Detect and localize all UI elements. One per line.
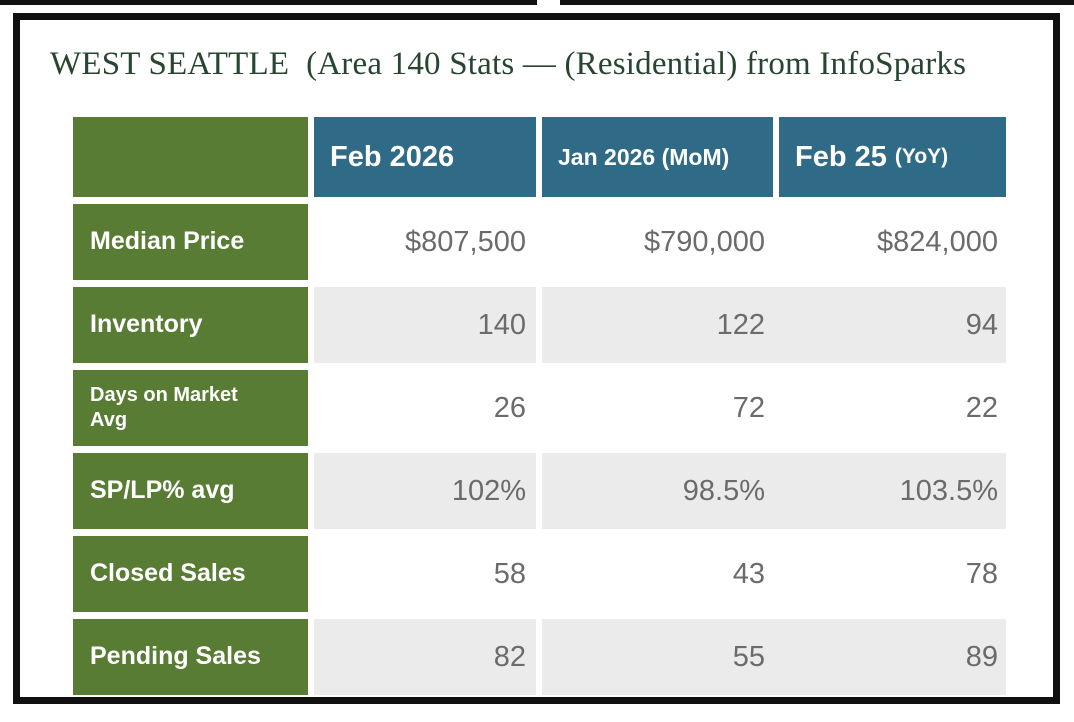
table-row-pending-sales: Pending Sales 82 55 89 [73,619,1006,695]
value-yoy: 22 [965,391,998,424]
value-group: 122 94 [542,287,1006,363]
table-row-sp-lp-avg: SP/LP% avg 102% 98.5% 103.5% [73,453,1006,529]
value-group: 55 89 [542,619,1006,695]
header-cell-blank [73,117,308,197]
value-yoy: 103.5% [899,474,998,507]
stats-table: Feb 2026 Jan 2026 (MoM) Feb 25 (YoY) Med… [73,117,1006,695]
value-current: 82 [314,619,536,695]
row-label: SP/LP% avg [73,453,308,529]
header-cell-feb-25-yoy: Feb 25 (YoY) [779,117,1006,197]
value-group: $790,000 $824,000 [542,204,1006,280]
value-current: 26 [314,370,536,446]
value-current: 140 [314,287,536,363]
value-group: 98.5% 103.5% [542,453,1006,529]
table-row-inventory: Inventory 140 122 94 [73,287,1006,363]
value-group: 43 78 [542,536,1006,612]
value-mom: 55 [732,640,765,673]
page-frame: WEST SEATTLE (Area 140 Stats — (Resident… [13,13,1060,704]
header-cell-feb-2026: Feb 2026 [314,117,536,197]
table-row-days-on-market: Days on Market Avg 26 72 22 [73,370,1006,446]
value-yoy: 89 [965,640,998,673]
value-mom: 72 [732,391,765,424]
header-cell-feb-25-suffix: (YoY) [894,145,949,168]
value-yoy: 78 [965,557,998,590]
top-rule-left [0,0,537,5]
value-yoy: 94 [965,308,998,341]
table-row-closed-sales: Closed Sales 58 43 78 [73,536,1006,612]
value-mom: $790,000 [644,225,765,258]
page-title: WEST SEATTLE (Area 140 Stats — (Resident… [50,46,967,82]
value-current: 102% [314,453,536,529]
value-yoy: $824,000 [877,225,998,258]
value-current: $807,500 [314,204,536,280]
row-label: Median Price [73,204,308,280]
value-mom: 98.5% [682,474,765,507]
table-row-median-price: Median Price $807,500 $790,000 $824,000 [73,204,1006,280]
value-mom: 43 [732,557,765,590]
row-label: Inventory [73,287,308,363]
row-label: Pending Sales [73,619,308,695]
value-group: 72 22 [542,370,1006,446]
header-cell-feb-25-main: Feb 25 [795,140,887,173]
value-current: 58 [314,536,536,612]
header-cell-jan-2026-mom: Jan 2026 (MoM) [542,117,773,197]
value-mom: 122 [716,308,765,341]
top-rule-right [560,0,1074,5]
row-label: Days on Market Avg [73,370,308,446]
row-label: Closed Sales [73,536,308,612]
table-header-row: Feb 2026 Jan 2026 (MoM) Feb 25 (YoY) [73,117,1006,197]
